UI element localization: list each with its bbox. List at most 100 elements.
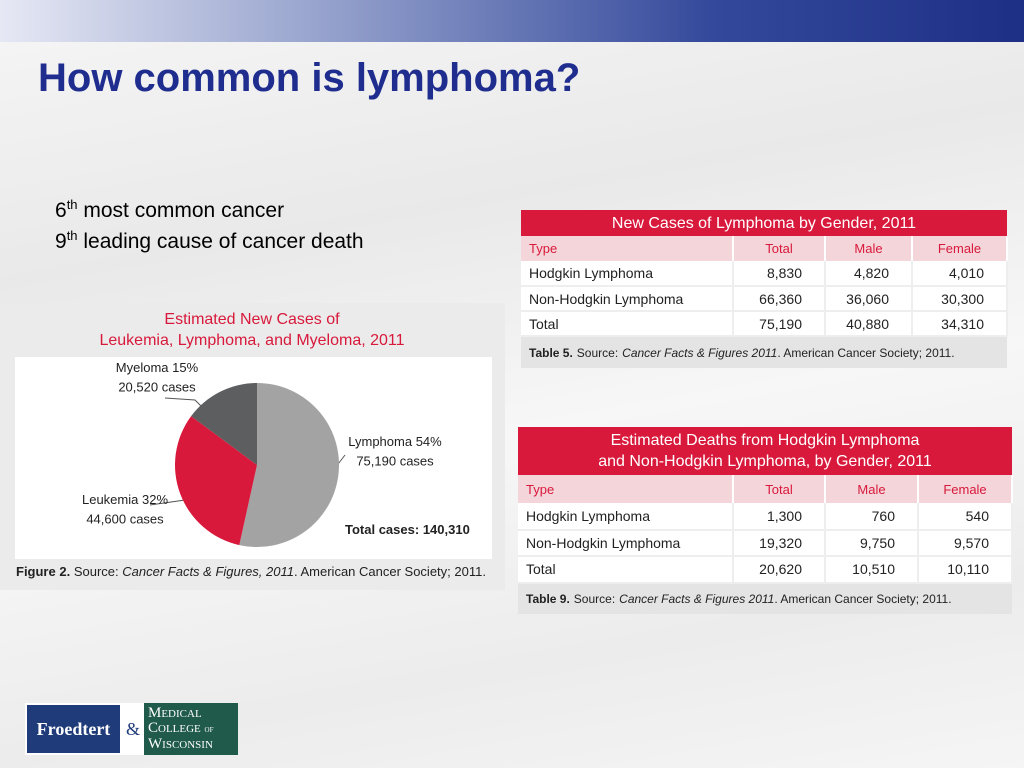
caption-source: Source: — [576, 345, 619, 360]
header-row: Type Total Male Female — [518, 475, 1013, 503]
caption-publisher: . American Cancer Society; 2011. — [774, 591, 952, 606]
row: Non-Hodgkin Lymphoma 66,360 36,060 30,300 — [521, 286, 1008, 312]
cell: 540 — [918, 503, 1013, 531]
caption-label: Table 5. — [529, 345, 573, 360]
logo-line: Wisconsin — [148, 736, 213, 752]
row: Total 75,190 40,880 34,310 — [521, 311, 1008, 337]
cell: Hodgkin Lymphoma — [518, 503, 734, 531]
cell: Non-Hodgkin Lymphoma — [521, 286, 734, 312]
title-line: and Non-Hodgkin Lymphoma, by Gender, 201… — [598, 453, 932, 470]
cell: 30,300 — [912, 286, 1008, 312]
row: Hodgkin Lymphoma 1,300 760 540 — [518, 503, 1013, 531]
logo-word: of — [204, 724, 214, 735]
total-value: 140,310 — [423, 522, 470, 537]
number: 6 — [55, 199, 67, 222]
logo-word: College — [148, 720, 201, 736]
category: Myeloma — [116, 360, 170, 375]
slice-label: Lymphoma 54% — [348, 434, 442, 449]
column-header: Male — [825, 236, 913, 261]
cell: 19,320 — [733, 529, 826, 557]
case-label: 75,190 cases — [356, 453, 434, 468]
slide-title: How common is lymphoma? — [38, 56, 581, 100]
row: Total 20,620 10,510 10,110 — [518, 556, 1013, 584]
logo: Froedtert & Medical College of Wisconsin — [25, 703, 238, 755]
title-line: New Cases of Lymphoma by Gender, 2011 — [611, 214, 917, 232]
pie-figure: Estimated New Cases of Leukemia, Lymphom… — [0, 303, 505, 590]
total-label: Total cases: — [345, 522, 419, 537]
cell: 34,310 — [912, 311, 1008, 337]
cell: 20,620 — [733, 556, 826, 584]
category: Leukemia — [82, 492, 139, 507]
cell: 75,190 — [733, 311, 826, 337]
cell: 8,830 — [733, 261, 826, 287]
total: Total cases: 140,310 — [345, 522, 470, 537]
caption-work: Cancer Facts & Figures 2011 — [619, 591, 775, 606]
cell: Hodgkin Lymphoma — [521, 261, 734, 287]
caption-work: Cancer Facts & Figures 2011 — [622, 345, 778, 360]
caption: Table 5. Source: Cancer Facts & Figures 20… — [521, 337, 1007, 368]
case-label: 20,520 cases — [118, 379, 196, 394]
caption: Figure 2. Source: Cancer Facts & Figures… — [16, 564, 486, 579]
column-header: Type — [518, 475, 734, 503]
grid: Type Total Male Female Hodgkin Lymphoma 1,300… — [518, 475, 1013, 584]
column-header: Total — [733, 475, 826, 503]
cell: 36,060 — [825, 286, 913, 312]
cell: 10,510 — [825, 556, 919, 584]
suffix: th — [66, 197, 78, 212]
column-header: Female — [918, 475, 1013, 503]
cell: 760 — [825, 503, 919, 531]
logo-amp: & — [122, 703, 144, 755]
chart-title: Estimated New Cases of — [164, 311, 340, 328]
column-header: Male — [825, 475, 919, 503]
category: Lymphoma — [348, 434, 413, 449]
value-label: 32% — [142, 492, 168, 507]
bullet: 9th leading cause of cancer death — [55, 228, 364, 254]
bullet: 6th most common cancer — [55, 197, 284, 223]
cell: 4,010 — [912, 261, 1008, 287]
slice-label: Leukemia 32% — [82, 492, 168, 507]
logo-line: College of — [148, 721, 234, 737]
cell: 9,570 — [918, 529, 1013, 557]
top-bar — [0, 0, 1024, 42]
caption-publisher: . American Cancer Society; 2011. — [777, 345, 955, 360]
suffix: th — [66, 228, 78, 243]
pie-slice — [174, 416, 257, 546]
grid: Type Total Male Female Hodgkin Lymphoma 8,830… — [521, 236, 1008, 337]
cell: Non-Hodgkin Lymphoma — [518, 529, 734, 557]
table-title: New Cases of Lymphoma by Gender, 2011 — [521, 210, 1007, 236]
pie-slice — [239, 383, 339, 547]
cell: 1,300 — [733, 503, 826, 531]
column-header: Type — [521, 236, 734, 261]
caption-source: Source: — [74, 564, 119, 579]
header-row: Type Total Male Female — [521, 236, 1008, 261]
value-label: 15% — [172, 360, 198, 375]
cell: 4,820 — [825, 261, 913, 287]
cell: 9,750 — [825, 529, 919, 557]
column-header: Female — [912, 236, 1008, 261]
logo-right: Medical College of Wisconsin — [144, 703, 238, 755]
text: leading cause of cancer death — [83, 230, 364, 253]
cell: 40,880 — [825, 311, 913, 337]
case-label: 44,600 cases — [86, 511, 164, 526]
slice-label: Myeloma 15% — [116, 360, 199, 375]
text: most common cancer — [83, 199, 285, 222]
caption-publisher: . American Cancer Society; 2011. — [294, 564, 486, 579]
column-header: Total — [733, 236, 826, 261]
caption-work: Cancer Facts & Figures, 2011 — [122, 564, 294, 579]
cell: Total — [518, 556, 734, 584]
table-title: Estimated Deaths from Hodgkin Lymphoma an… — [518, 427, 1012, 475]
caption-label: Table 9. — [526, 591, 570, 606]
cell: 10,110 — [918, 556, 1013, 584]
chart-title: Leukemia, Lymphoma, and Myeloma, 2011 — [99, 332, 404, 349]
logo-left: Froedtert — [25, 703, 122, 755]
value-label: 54% — [416, 434, 442, 449]
cell: 66,360 — [733, 286, 826, 312]
row: Hodgkin Lymphoma 8,830 4,820 4,010 — [521, 261, 1008, 287]
number: 9 — [55, 230, 67, 253]
title-line: Estimated Deaths from Hodgkin Lymphoma — [610, 432, 920, 449]
caption: Table 9. Source: Cancer Facts & Figures 20… — [518, 583, 1012, 614]
caption-label: Figure 2. — [16, 564, 70, 579]
row: Non-Hodgkin Lymphoma 19,320 9,750 9,570 — [518, 529, 1013, 557]
cell: Total — [521, 311, 734, 337]
